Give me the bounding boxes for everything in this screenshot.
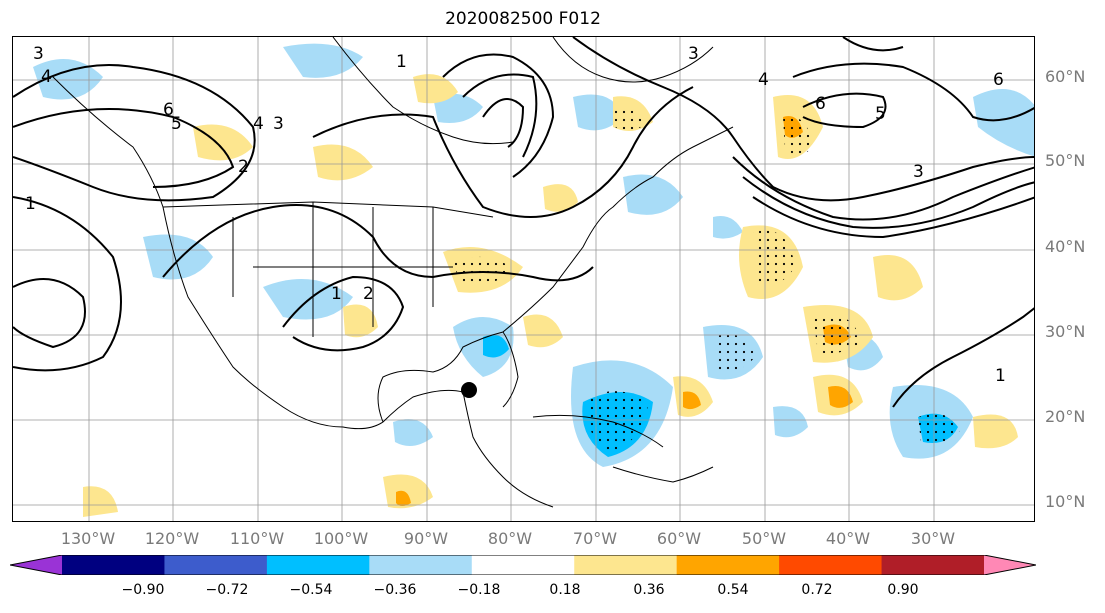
gridlines: [13, 37, 1034, 521]
contour-label: 4: [41, 67, 52, 87]
lon-label: 50°W: [741, 529, 787, 548]
contour-label: 4: [253, 114, 264, 134]
colorbar-segment: [164, 555, 268, 575]
colorbar-tick-label: −0.72: [205, 582, 249, 598]
lat-label: 10°N: [1045, 492, 1086, 511]
contour-label: 3: [33, 44, 44, 64]
lat-label: 30°N: [1045, 322, 1086, 341]
contour-label: 1: [25, 194, 36, 214]
lon-label: 130°W: [60, 529, 116, 548]
contour-label: 5: [875, 104, 886, 124]
colorbar-tick-label: −0.18: [457, 582, 501, 598]
contour-label: 1: [331, 284, 342, 304]
lat-label: 60°N: [1045, 67, 1086, 86]
contour-label: 2: [238, 157, 249, 177]
contour-label-group: 3 4 6 5 4 3 2 1 1 2 1 3 4 6 5 6 3 1: [25, 44, 1006, 386]
colorbar-tick-label: −0.54: [289, 582, 333, 598]
lon-label: 100°W: [313, 529, 369, 548]
contour-lines: [13, 37, 1034, 408]
colorbar-tick-label: 0.54: [717, 582, 749, 598]
lon-label: 80°W: [487, 529, 533, 548]
colorbar-segment: [369, 555, 473, 575]
lon-label: 90°W: [403, 529, 449, 548]
contour-label: 2: [363, 284, 374, 304]
coastlines: [52, 37, 734, 508]
colorbar: [10, 555, 1036, 575]
contour-label: 1: [995, 366, 1006, 386]
lon-label: 60°W: [656, 529, 702, 548]
lon-label: 110°W: [229, 529, 285, 548]
contour-label: 3: [273, 114, 284, 134]
colorbar-tick-label: 0.90: [887, 582, 919, 598]
colorbar-tick-label: 0.72: [801, 582, 833, 598]
colorbar-extend-max: [984, 555, 1036, 575]
storm-center-marker: [461, 382, 477, 398]
colorbar-tick-label: 0.36: [633, 582, 665, 598]
contour-label: 6: [163, 100, 174, 120]
colorbar-segment: [779, 555, 883, 575]
lon-label: 40°W: [825, 529, 871, 548]
colorbar-segment: [676, 555, 780, 575]
contour-label: 6: [815, 94, 826, 114]
contour-label: 3: [913, 162, 924, 182]
contour-label: 3: [688, 44, 699, 64]
lon-label: 120°W: [144, 529, 200, 548]
colorbar-segment: [881, 555, 985, 575]
lon-label: 30°W: [910, 529, 956, 548]
colorbar-tick-label: −0.90: [121, 582, 165, 598]
colorbar-extend-min: [10, 555, 62, 575]
colorbar-segment: [574, 555, 678, 575]
colorbar-tick-label: 0.18: [549, 582, 581, 598]
map-title: 2020082500 F012: [445, 9, 601, 29]
contour-label: 1: [396, 52, 407, 72]
contour-label: 6: [993, 70, 1004, 90]
lat-label: 50°N: [1045, 151, 1086, 170]
map-canvas: 3 4 6 5 4 3 2 1 1 2 1 3 4 6 5 6 3 1: [13, 37, 1034, 521]
lon-label: 70°W: [572, 529, 618, 548]
lat-label: 40°N: [1045, 237, 1086, 256]
colorbar-tick-label: −0.36: [373, 582, 417, 598]
contour-label: 5: [171, 114, 182, 134]
lat-label: 20°N: [1045, 407, 1086, 426]
contour-label: 4: [758, 70, 769, 90]
colorbar-segment: [62, 555, 165, 575]
colorbar-segment: [471, 555, 575, 575]
map-panel: 3 4 6 5 4 3 2 1 1 2 1 3 4 6 5 6 3 1: [12, 36, 1035, 522]
colorbar-segment: [266, 555, 370, 575]
